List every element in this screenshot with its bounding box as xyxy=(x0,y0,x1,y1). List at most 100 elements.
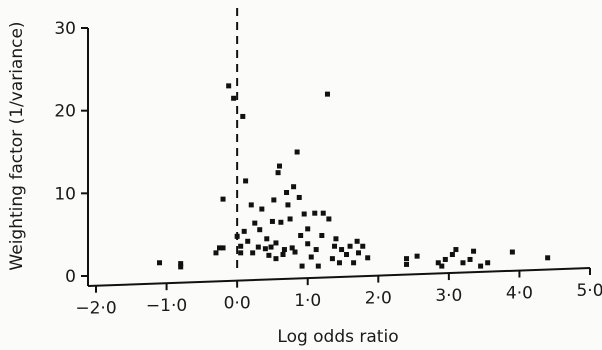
data-point xyxy=(234,233,240,239)
data-point xyxy=(471,248,477,254)
data-point xyxy=(287,216,293,222)
data-points xyxy=(157,83,551,270)
x-tick-label: −2·0 xyxy=(75,299,116,319)
data-point xyxy=(365,255,371,261)
data-point xyxy=(449,252,455,258)
data-point xyxy=(255,244,261,250)
x-tick-label: −1·0 xyxy=(146,296,187,316)
data-point xyxy=(351,260,357,266)
data-point xyxy=(273,256,279,262)
data-point xyxy=(281,247,287,253)
data-point xyxy=(226,83,232,89)
y-tick-label: 30 xyxy=(54,19,76,39)
data-point xyxy=(289,245,295,251)
data-point xyxy=(231,95,237,101)
data-point xyxy=(435,260,441,266)
data-point xyxy=(278,219,284,225)
data-point xyxy=(241,228,247,234)
data-point xyxy=(339,247,345,253)
x-tick-label: 2·0 xyxy=(365,289,392,309)
data-point xyxy=(213,250,219,256)
data-point xyxy=(439,263,445,269)
x-tick-label: 4·0 xyxy=(506,284,533,304)
data-point xyxy=(305,226,311,232)
data-point xyxy=(292,249,298,255)
data-point xyxy=(324,91,330,97)
data-point xyxy=(248,202,254,208)
data-point xyxy=(460,260,466,266)
data-point xyxy=(320,210,326,216)
data-point xyxy=(453,247,459,253)
data-point xyxy=(354,238,360,244)
data-point xyxy=(240,113,246,119)
y-tick-label: 0 xyxy=(65,267,76,287)
data-point xyxy=(298,232,304,238)
x-axis-line xyxy=(87,267,591,287)
data-point xyxy=(262,246,268,252)
data-point xyxy=(157,260,163,266)
data-point xyxy=(264,236,270,242)
data-point xyxy=(356,250,362,256)
data-point xyxy=(268,244,274,250)
data-point xyxy=(259,206,265,212)
data-point xyxy=(273,240,279,246)
y-axis-ticks: 0 10 20 30 xyxy=(54,19,88,287)
data-point xyxy=(178,261,184,267)
data-point xyxy=(545,255,551,261)
data-point xyxy=(414,253,420,259)
data-point xyxy=(238,250,244,256)
data-point xyxy=(332,243,338,249)
y-tick-label: 10 xyxy=(54,184,76,204)
data-point xyxy=(275,170,281,176)
data-point xyxy=(404,261,410,267)
data-point xyxy=(308,254,314,260)
data-point xyxy=(305,241,311,247)
data-point xyxy=(220,196,226,202)
data-point xyxy=(509,249,515,255)
data-point xyxy=(478,263,484,269)
x-axis-title: Log odds ratio xyxy=(277,327,398,347)
data-point xyxy=(291,184,297,190)
data-point xyxy=(319,232,325,238)
data-point xyxy=(276,163,282,169)
data-point xyxy=(271,197,277,203)
y-tick-label: 20 xyxy=(54,102,76,122)
x-tick-label: 1·0 xyxy=(294,291,321,311)
data-point xyxy=(284,190,290,196)
data-point xyxy=(467,256,473,262)
data-point xyxy=(347,243,353,249)
data-point xyxy=(326,216,332,222)
data-point xyxy=(245,238,251,244)
data-point xyxy=(313,247,319,253)
data-point xyxy=(280,252,286,258)
x-tick-label: 5·0 xyxy=(576,281,602,301)
data-point xyxy=(333,236,339,242)
x-tick-label: 3·0 xyxy=(435,286,462,306)
data-point xyxy=(312,210,318,216)
data-point xyxy=(299,263,305,269)
data-point xyxy=(269,218,275,224)
x-axis-ticks: −2·0 −1·0 0·0 1·0 2·0 3·0 4·0 5·0 xyxy=(75,268,602,319)
data-point xyxy=(217,245,222,251)
data-point xyxy=(336,260,342,266)
data-point xyxy=(294,149,300,155)
data-point xyxy=(404,256,410,262)
data-point xyxy=(252,220,258,226)
data-point xyxy=(266,252,272,258)
data-point xyxy=(178,264,184,270)
data-point xyxy=(315,263,321,269)
data-point xyxy=(238,243,244,249)
data-point xyxy=(485,260,491,266)
data-point xyxy=(257,227,263,233)
data-point xyxy=(329,256,335,262)
data-point xyxy=(442,256,448,262)
data-point xyxy=(220,245,226,251)
data-point xyxy=(344,252,350,258)
data-point xyxy=(296,194,302,200)
y-axis-title: Weighting factor (1/variance) xyxy=(7,21,27,270)
data-point xyxy=(285,202,291,208)
data-point xyxy=(360,243,366,249)
data-point xyxy=(243,178,249,184)
